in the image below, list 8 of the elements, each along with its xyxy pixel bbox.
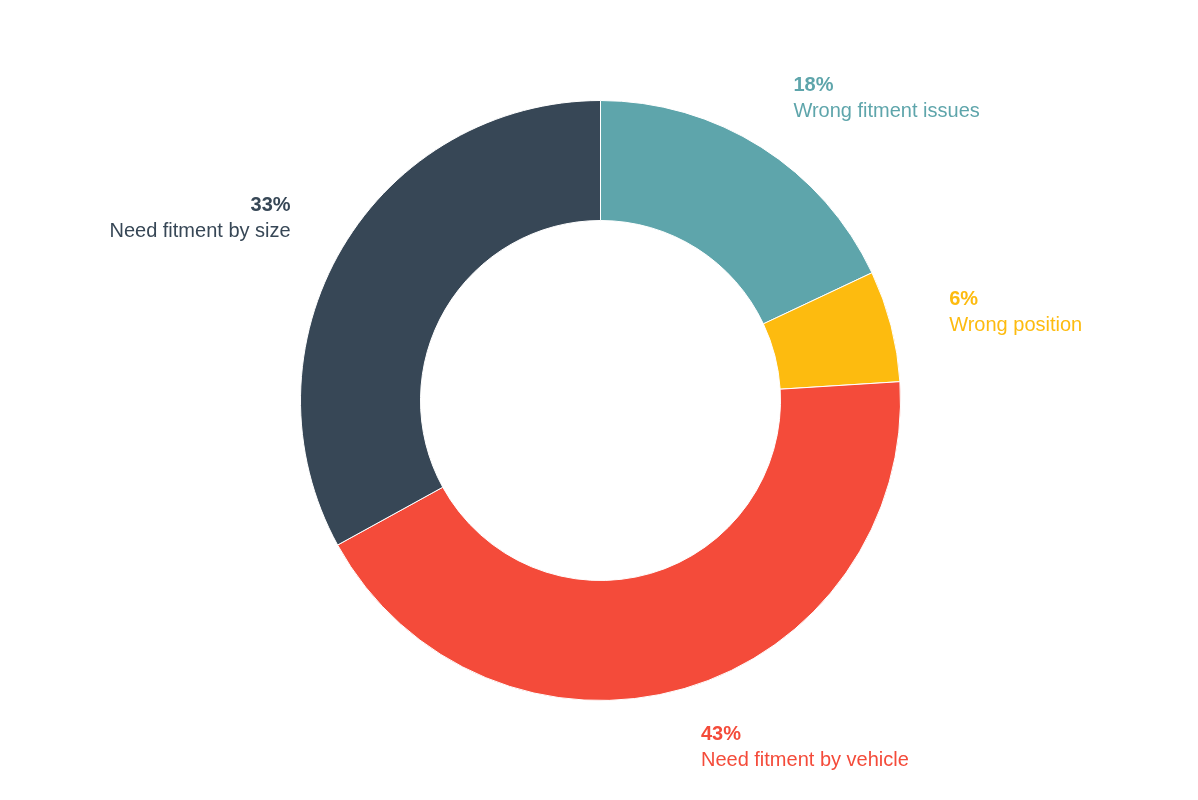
data-label: 6% — [949, 286, 979, 309]
data-label: 18% — [793, 72, 834, 95]
slice-label: Need fitment by vehicle — [700, 748, 909, 771]
data-label: 33% — [250, 193, 291, 216]
slice-label: Wrong fitment issues — [793, 98, 980, 121]
slice-label: Need fitment by size — [109, 219, 291, 242]
slice-label: Wrong position — [949, 312, 1083, 335]
data-label: 43% — [700, 722, 742, 745]
